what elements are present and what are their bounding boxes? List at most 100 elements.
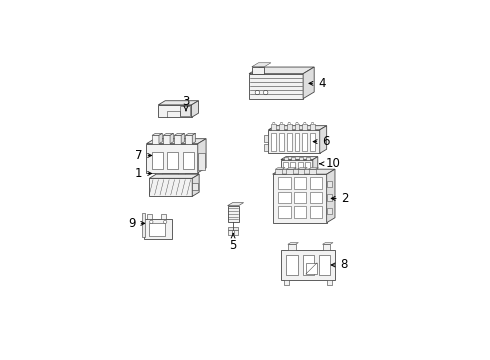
Bar <box>158 105 192 117</box>
Bar <box>279 124 284 130</box>
Bar <box>291 162 295 172</box>
Bar <box>278 192 291 203</box>
Bar <box>142 213 145 237</box>
Bar <box>294 206 306 218</box>
Bar <box>299 157 302 159</box>
Polygon shape <box>198 139 206 173</box>
Bar <box>272 174 327 223</box>
Polygon shape <box>281 157 318 159</box>
Bar <box>167 152 178 168</box>
Text: 10: 10 <box>320 157 341 170</box>
Polygon shape <box>269 126 327 130</box>
Bar <box>294 177 306 189</box>
Bar <box>322 244 330 251</box>
Bar <box>163 135 170 144</box>
Bar <box>278 177 291 189</box>
Bar <box>284 279 289 284</box>
Bar <box>198 153 205 170</box>
Bar <box>327 279 332 284</box>
Bar <box>302 124 307 130</box>
Bar <box>275 169 282 174</box>
Polygon shape <box>192 133 196 144</box>
Polygon shape <box>249 67 314 74</box>
Bar <box>180 106 190 116</box>
Bar <box>155 173 162 180</box>
Polygon shape <box>327 169 335 223</box>
Bar <box>147 213 152 219</box>
Polygon shape <box>288 243 298 244</box>
Polygon shape <box>252 63 271 67</box>
Polygon shape <box>313 157 318 174</box>
Bar <box>182 152 194 168</box>
Bar <box>228 230 232 235</box>
Bar <box>310 177 322 189</box>
Bar <box>281 159 313 174</box>
Bar <box>287 132 292 150</box>
Text: 2: 2 <box>331 192 349 205</box>
Bar <box>228 227 238 230</box>
Bar <box>271 124 276 130</box>
Bar <box>147 144 198 173</box>
Bar <box>288 244 295 251</box>
Text: 9: 9 <box>128 217 145 230</box>
Bar <box>306 157 310 159</box>
Polygon shape <box>152 133 162 135</box>
Bar <box>327 194 332 201</box>
Bar <box>305 162 310 172</box>
Text: 8: 8 <box>331 258 348 271</box>
Bar <box>287 169 294 174</box>
Polygon shape <box>192 101 198 117</box>
Text: 7: 7 <box>135 149 151 162</box>
Bar <box>302 255 314 275</box>
Bar <box>264 144 269 150</box>
Bar <box>297 169 304 174</box>
Polygon shape <box>303 67 314 99</box>
Bar <box>281 251 335 279</box>
Bar <box>302 132 307 150</box>
Bar <box>271 132 276 150</box>
Bar <box>310 124 315 130</box>
Polygon shape <box>185 133 196 135</box>
Bar <box>185 135 192 144</box>
Bar <box>152 135 159 144</box>
Bar <box>297 162 302 172</box>
Bar <box>161 213 166 219</box>
Polygon shape <box>227 203 244 206</box>
Bar <box>318 255 330 275</box>
Polygon shape <box>181 133 184 144</box>
Text: 3: 3 <box>182 95 190 111</box>
Bar <box>278 206 291 218</box>
Polygon shape <box>192 183 198 190</box>
Text: 5: 5 <box>229 233 237 252</box>
Polygon shape <box>275 167 285 169</box>
Bar <box>227 206 239 222</box>
Bar <box>279 132 284 150</box>
Bar <box>294 192 306 203</box>
Text: 4: 4 <box>309 77 325 90</box>
Polygon shape <box>170 133 173 144</box>
Polygon shape <box>322 243 333 244</box>
Bar <box>149 178 192 196</box>
Polygon shape <box>174 133 184 135</box>
Bar <box>174 135 181 144</box>
Bar <box>327 181 332 186</box>
Polygon shape <box>163 133 173 135</box>
Bar <box>283 162 288 172</box>
Bar <box>294 132 299 150</box>
Polygon shape <box>309 167 318 169</box>
Bar <box>292 157 295 159</box>
Polygon shape <box>320 126 327 153</box>
Bar <box>249 74 303 99</box>
Polygon shape <box>149 174 199 178</box>
Circle shape <box>255 90 260 95</box>
Bar <box>309 169 316 174</box>
Polygon shape <box>297 167 307 169</box>
Polygon shape <box>287 167 296 169</box>
Bar <box>284 157 288 159</box>
Polygon shape <box>159 133 162 144</box>
Polygon shape <box>252 67 264 74</box>
Bar <box>178 173 185 180</box>
Polygon shape <box>272 169 335 174</box>
Bar <box>235 230 238 235</box>
Bar <box>310 192 322 203</box>
